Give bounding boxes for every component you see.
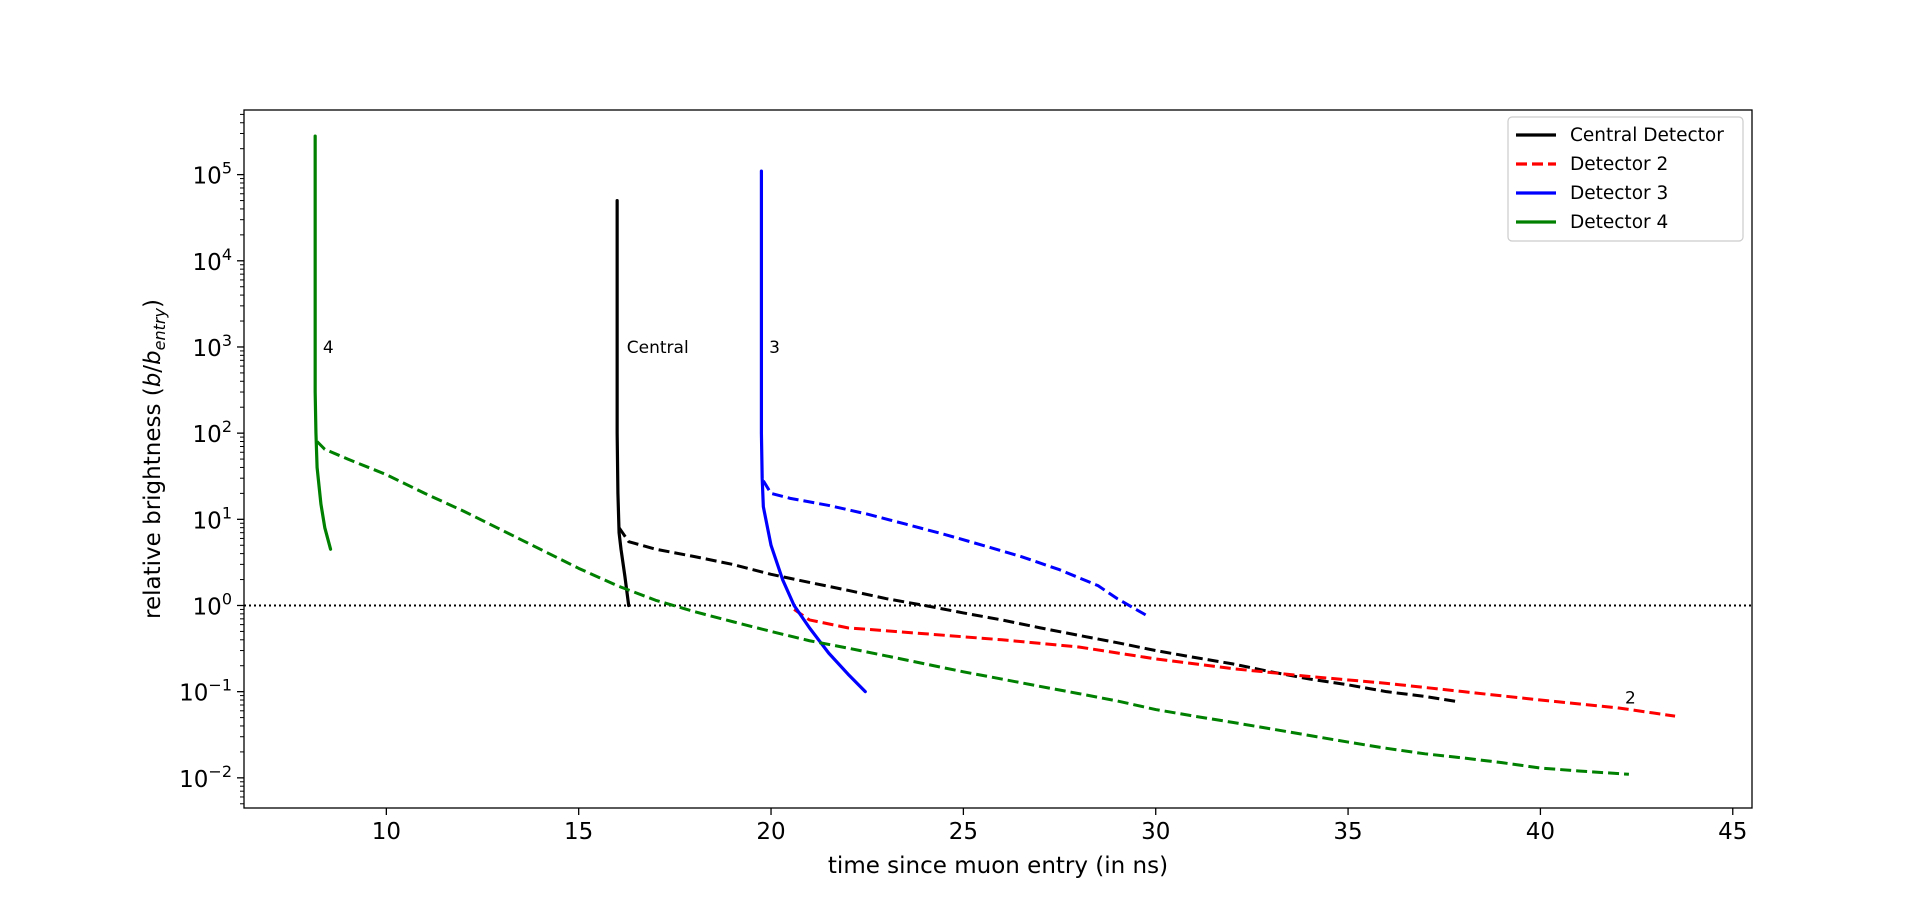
x-axis-label: time since muon entry (in ns): [828, 853, 1168, 879]
legend-box: [1507, 116, 1744, 242]
y-tick-label: 10−1: [179, 676, 232, 707]
x-tick-label: 15: [564, 819, 593, 845]
y-tick-label: 103: [193, 331, 232, 362]
legend: Central Detector Detector 2 Detector 3 Dete…: [1507, 116, 1744, 242]
series-line-central-detector-solid: [615, 198, 631, 608]
y-tick-label: 102: [193, 417, 232, 448]
legend-label: Detector 4: [1570, 212, 1668, 233]
axes: 10 15 20 25 30 35 40 45 10−2 10−1 100 101 102 103 104 1…: [140, 109, 1753, 879]
series-line-detector-3-dashed: [762, 480, 1149, 618]
plot-area: 4 Central 3 2: [244, 134, 1752, 776]
x-tick-label: 40: [1526, 819, 1555, 845]
y-tick-label: 104: [193, 245, 232, 276]
x-tick-label: 35: [1333, 819, 1362, 845]
series-line-detector-3-solid: [759, 169, 867, 694]
y-tick-label: 100: [193, 589, 232, 620]
x-tick-label: 20: [756, 819, 785, 845]
annotation-label: Central: [627, 338, 689, 358]
annotation-label: 2: [1625, 689, 1636, 709]
series-line-detector-2-dashed: [793, 608, 1676, 718]
legend-label: Detector 3: [1570, 183, 1668, 204]
y-axis-label: relative brightness (b/bentry): [140, 299, 169, 619]
series-line-detector-4-solid: [313, 134, 333, 551]
x-tick-label: 30: [1141, 819, 1170, 845]
y-tick-label: 101: [193, 503, 232, 534]
annotation-label: 4: [323, 338, 334, 358]
y-tick-label: 105: [193, 159, 232, 190]
legend-label: Detector 2: [1570, 154, 1668, 175]
y-tick-label: 10−2: [179, 762, 232, 793]
x-tick-label: 10: [372, 819, 401, 845]
annotation-label: 3: [769, 338, 780, 358]
series-line-detector-4-dashed: [316, 440, 1629, 776]
x-tick-label: 45: [1718, 819, 1747, 845]
x-tick-label: 25: [949, 819, 978, 845]
series-line-central-detector-dashed: [617, 526, 1460, 704]
legend-label: Central Detector: [1570, 125, 1724, 146]
